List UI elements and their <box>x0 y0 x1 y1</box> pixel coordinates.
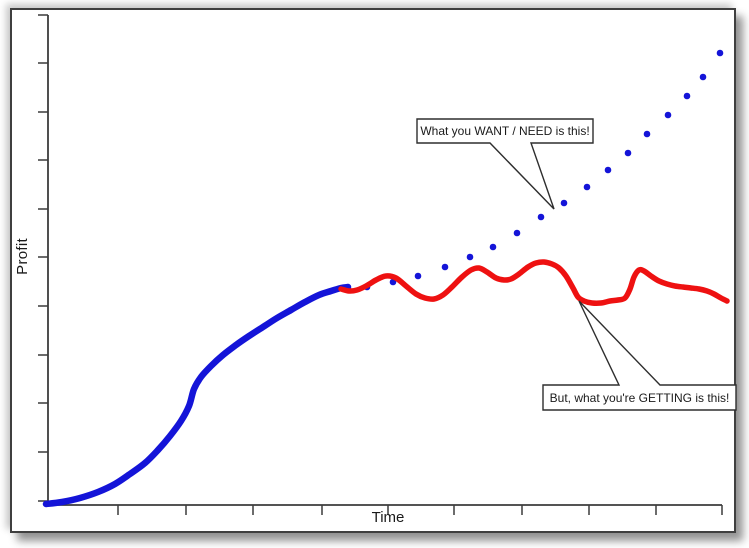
series-historical-growth <box>42 283 352 508</box>
dot <box>466 253 474 261</box>
dot <box>664 111 672 119</box>
dot <box>604 166 612 174</box>
series-want-need-projection <box>363 49 724 291</box>
dot <box>441 263 449 271</box>
dot <box>560 199 568 207</box>
callout-want-need-text: What you WANT / NEED is this! <box>420 124 590 138</box>
dot <box>683 92 691 100</box>
dot <box>643 130 651 138</box>
dot <box>699 73 707 81</box>
chart-frame <box>10 8 736 533</box>
callout-want-bubble <box>416 118 594 210</box>
x-axis-label: Time <box>371 509 405 526</box>
y-axis-label: Profit <box>14 238 31 275</box>
dot <box>624 149 632 157</box>
dot <box>489 243 497 251</box>
axis-ticks <box>38 14 723 515</box>
dot <box>537 213 545 221</box>
callout-getting-bubble <box>542 300 737 411</box>
dot <box>716 49 724 57</box>
series-actual-getting <box>338 259 730 306</box>
dot <box>513 229 521 237</box>
callout-getting-text: But, what you're GETTING is this! <box>549 390 730 405</box>
dot <box>583 183 591 191</box>
dot <box>414 272 422 280</box>
axes-lines <box>47 15 722 506</box>
